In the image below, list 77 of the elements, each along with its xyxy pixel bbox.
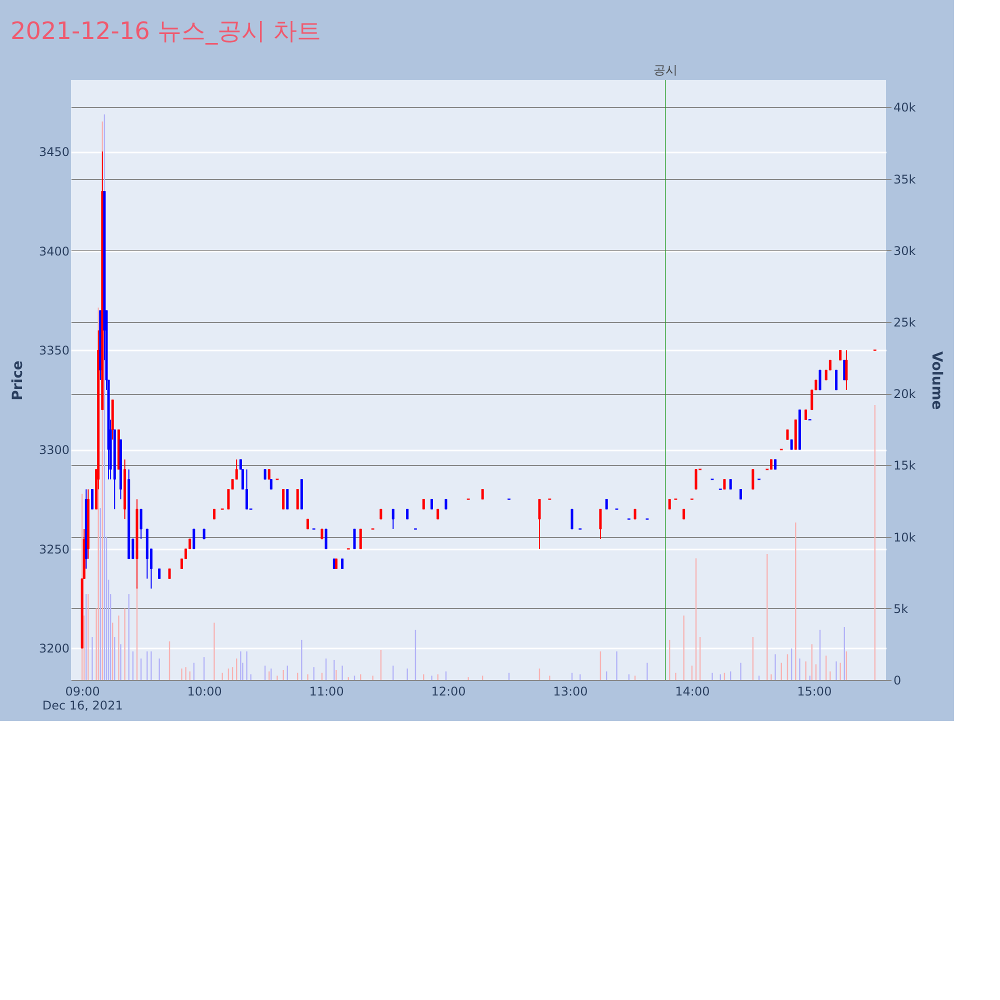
x-tick-label: 15:00 <box>797 684 832 698</box>
candlestick <box>668 498 671 510</box>
candlestick <box>729 478 732 490</box>
y2-axis-title: Volume <box>928 351 945 410</box>
candlestick <box>91 488 94 510</box>
candlestick <box>324 528 328 550</box>
candlestick <box>694 468 698 490</box>
candlestick <box>270 478 272 490</box>
candlestick <box>739 488 742 500</box>
candlestick <box>422 498 425 510</box>
y-tick-label: 3400 <box>38 244 70 258</box>
chart-title: 2021-12-16 뉴스_공시 차트 <box>10 17 322 45</box>
candlestick <box>845 350 848 390</box>
y-tick-label: 3300 <box>38 443 70 458</box>
candlestick <box>634 508 636 520</box>
candlestick <box>334 558 338 570</box>
candlestick <box>202 528 206 540</box>
y2-tick-label: 20k <box>894 387 916 402</box>
candlestick <box>140 508 142 540</box>
candlestick <box>246 468 248 510</box>
x-tick-label: 10:00 <box>187 684 222 698</box>
candlestick <box>444 498 448 510</box>
candlestick <box>538 498 541 550</box>
y-tick-label: 3350 <box>38 344 70 358</box>
y2-tick-label: 0 <box>894 674 902 688</box>
candlestick <box>359 528 362 550</box>
y2-tick-label: 25k <box>894 316 916 330</box>
candlestick <box>380 508 382 520</box>
x-tick-label: 12:00 <box>431 684 466 698</box>
candlestick <box>158 568 161 580</box>
y2-tick-label: 15k <box>894 458 916 473</box>
candlestick <box>818 370 822 390</box>
candlestick <box>436 508 440 520</box>
candlestick <box>599 508 602 540</box>
x-tick-label: 13:00 <box>553 684 588 698</box>
y-tick-label: 3450 <box>38 145 70 160</box>
y2-tick-label: 5k <box>894 602 908 616</box>
y2-tick-label: 40k <box>894 100 916 115</box>
candlestick <box>790 439 793 450</box>
x-tick-label: 11:00 <box>309 684 344 698</box>
candlestick <box>835 370 838 390</box>
candlestick <box>752 468 754 490</box>
candlestick <box>282 488 285 510</box>
candlestick <box>605 498 608 510</box>
candlestick <box>774 458 777 470</box>
candlestick <box>341 558 344 570</box>
candlestick <box>406 508 409 520</box>
ref-line-label: 공시 <box>654 63 678 77</box>
candlestick <box>770 458 772 470</box>
candlestick <box>168 568 171 580</box>
candlestick <box>843 360 846 380</box>
candlestick <box>306 518 309 530</box>
candlestick <box>430 498 433 510</box>
candlestick <box>192 528 196 550</box>
y-tick-label: 3200 <box>38 642 70 656</box>
candlestick <box>296 488 299 510</box>
y-axis-title: Price <box>10 360 26 400</box>
candlestick <box>392 508 394 530</box>
y2-tick-label: 30k <box>894 244 916 258</box>
y2-tick-label: 35k <box>894 172 916 186</box>
candlestick <box>481 488 484 500</box>
y2-tick-label: 10k <box>894 530 916 544</box>
candlestick <box>212 508 216 520</box>
candlestick <box>320 528 324 540</box>
candlestick <box>682 508 686 520</box>
x-tick-label: 09:00 Dec 16, 2021 <box>42 684 123 712</box>
candlestick <box>264 468 266 480</box>
candlestick <box>268 468 270 480</box>
candlestick <box>786 429 789 440</box>
candlestick <box>839 350 842 361</box>
y-tick-label: 3250 <box>38 542 70 556</box>
candlestick <box>723 478 726 490</box>
candlestick <box>804 409 808 420</box>
x-tick-label: 14:00 <box>675 684 710 698</box>
candlestick <box>353 528 356 550</box>
candlestick <box>570 508 574 530</box>
candlestick <box>286 488 289 510</box>
